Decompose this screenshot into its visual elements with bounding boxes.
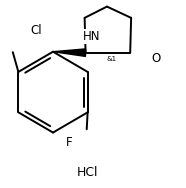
- Text: O: O: [152, 52, 161, 65]
- Text: HN: HN: [83, 30, 101, 43]
- Text: F: F: [65, 136, 72, 149]
- Text: O: O: [152, 52, 161, 65]
- Text: Cl: Cl: [31, 24, 42, 37]
- Text: O: O: [152, 52, 161, 65]
- Text: HN: HN: [83, 30, 101, 43]
- Polygon shape: [53, 49, 86, 56]
- Text: HN: HN: [83, 30, 101, 43]
- Text: &1: &1: [107, 56, 117, 62]
- Text: HCl: HCl: [77, 165, 98, 179]
